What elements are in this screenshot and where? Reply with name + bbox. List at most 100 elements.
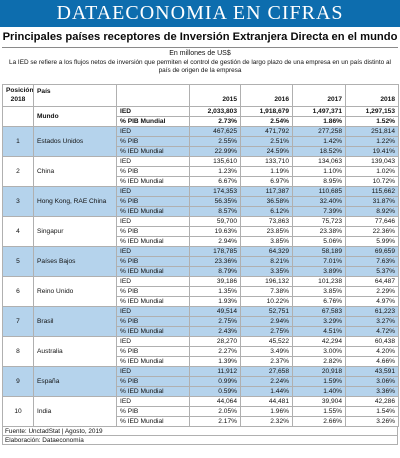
- value-cell: 133,710: [240, 156, 293, 167]
- credit-note: Elaboración: Dataeconomía: [2, 436, 398, 445]
- value-cell: 7.39%: [292, 206, 346, 217]
- value-cell: 69,659: [345, 246, 399, 257]
- value-cell: 277,258: [292, 126, 346, 137]
- value-cell: 3.29%: [292, 316, 346, 327]
- metric-label: % PIB: [116, 196, 190, 207]
- value-cell: 3.85%: [240, 236, 293, 247]
- value-cell: 115,662: [345, 186, 399, 197]
- value-cell: 178,785: [189, 246, 241, 257]
- value-cell: 1,918,679: [240, 106, 293, 117]
- metric-label: % IED Mundial: [116, 176, 190, 187]
- metric-label: % PIB: [116, 136, 190, 147]
- position-cell: 9: [2, 366, 34, 397]
- value-cell: 3.06%: [345, 376, 399, 387]
- value-cell: 42,286: [345, 396, 399, 407]
- value-cell: 2.32%: [240, 416, 293, 427]
- value-cell: 251,814: [345, 126, 399, 137]
- value-cell: 10.22%: [240, 296, 293, 307]
- table-row: 9 España IED 11,912 27,658 20,918 43,591: [2, 366, 399, 397]
- metric-label: IED: [116, 126, 190, 137]
- value-cell: 1.44%: [240, 386, 293, 397]
- value-cell: 1.19%: [240, 166, 293, 177]
- metric-label: IED: [116, 216, 190, 227]
- value-cell: 7.38%: [240, 286, 293, 297]
- value-cell: 0.99%: [189, 376, 241, 387]
- value-cell: 28,270: [189, 336, 241, 347]
- table-row: % PIB 1.35% 7.38% 3.85% 2.29%: [3, 286, 399, 297]
- fdi-table: Posición 2018 País 2015 2016 2017 2018 M…: [2, 84, 399, 427]
- header-year: 2015: [189, 84, 241, 107]
- value-cell: 4.51%: [292, 326, 346, 337]
- table-row: % PIB Mundial 2.73% 2.54% 1.86% 1.52%: [3, 116, 399, 127]
- value-cell: 139,043: [345, 156, 399, 167]
- value-cell: 2.82%: [292, 356, 346, 367]
- value-cell: 49,514: [189, 306, 241, 317]
- metric-label: IED: [116, 366, 190, 377]
- page-title: Principales países receptores de Inversi…: [2, 31, 398, 43]
- metric-label: IED: [116, 396, 190, 407]
- value-cell: 8.79%: [189, 266, 241, 277]
- value-cell: 2.94%: [240, 316, 293, 327]
- value-cell: 44,064: [189, 396, 241, 407]
- value-cell: 22.99%: [189, 146, 241, 157]
- country-name: India: [33, 396, 117, 427]
- value-cell: 11,912: [189, 366, 241, 377]
- table-row: 10 India IED 44,064 44,481 39,904 42,286: [2, 396, 399, 427]
- metric-label: IED: [116, 336, 190, 347]
- value-cell: 67,583: [292, 306, 346, 317]
- value-cell: 1.39%: [189, 356, 241, 367]
- value-cell: 4.20%: [345, 346, 399, 357]
- table-row: 2 China IED 135,610 133,710 134,063 139,043: [2, 156, 399, 187]
- value-cell: 2.05%: [189, 406, 241, 417]
- units-subtitle: En millones de US$: [169, 50, 231, 57]
- value-cell: 2.73%: [189, 116, 241, 127]
- value-cell: 2,033,803: [189, 106, 241, 117]
- header-country: País: [33, 84, 117, 107]
- value-cell: 1.40%: [292, 386, 346, 397]
- position-cell: 10: [2, 396, 34, 427]
- value-cell: 75,723: [292, 216, 346, 227]
- metric-label: % IED Mundial: [116, 386, 190, 397]
- table-row: % PIB 56.35% 36.58% 32.40% 31.87%: [3, 196, 399, 207]
- country-name: Australia: [33, 336, 117, 367]
- value-cell: 2.66%: [292, 416, 346, 427]
- table-row: 7 Brasil IED 49,514 52,751 67,583 61,223: [2, 306, 399, 337]
- value-cell: 22.36%: [345, 226, 399, 237]
- value-cell: 77,646: [345, 216, 399, 227]
- value-cell: 6.67%: [189, 176, 241, 187]
- table-row: Mundo IED 2,033,803 1,918,679 1,497,371 1,297…: [2, 106, 399, 127]
- value-cell: 3.00%: [292, 346, 346, 357]
- value-cell: 31.87%: [345, 196, 399, 207]
- metric-label: % PIB: [116, 316, 190, 327]
- value-cell: 2.94%: [189, 236, 241, 247]
- table-row: 1 Estados Unidos IED 467,625 471,792 277,258 2…: [2, 126, 399, 157]
- value-cell: 32.40%: [292, 196, 346, 207]
- value-cell: 3.89%: [292, 266, 346, 277]
- value-cell: 1,297,153: [345, 106, 399, 117]
- position-cell: 3: [2, 186, 34, 217]
- value-cell: 7.63%: [345, 256, 399, 267]
- metric-label: % IED Mundial: [116, 266, 190, 277]
- country-name: España: [33, 366, 117, 397]
- value-cell: 64,329: [240, 246, 293, 257]
- value-cell: 1.42%: [292, 136, 346, 147]
- value-cell: 2.29%: [345, 286, 399, 297]
- value-cell: 1.35%: [189, 286, 241, 297]
- position-cell: 2: [2, 156, 34, 187]
- value-cell: 27,658: [240, 366, 293, 377]
- value-cell: 20,918: [292, 366, 346, 377]
- value-cell: 44,481: [240, 396, 293, 407]
- value-cell: 4.66%: [345, 356, 399, 367]
- value-cell: 4.72%: [345, 326, 399, 337]
- table-row: % PIB 2.27% 3.49% 3.00% 4.20%: [3, 346, 399, 357]
- country-name: Singapur: [33, 216, 117, 247]
- header-metric: [116, 84, 190, 107]
- value-cell: 1.93%: [189, 296, 241, 307]
- value-cell: 8.92%: [345, 206, 399, 217]
- table-row: % PIB 2.75% 2.94% 3.29% 3.27%: [3, 316, 399, 327]
- value-cell: 1.55%: [292, 406, 346, 417]
- table-row: 4 Singapur IED 59,700 73,863 75,723 77,646: [2, 216, 399, 247]
- value-cell: 134,063: [292, 156, 346, 167]
- value-cell: 24.59%: [240, 146, 293, 157]
- divider: [2, 47, 398, 48]
